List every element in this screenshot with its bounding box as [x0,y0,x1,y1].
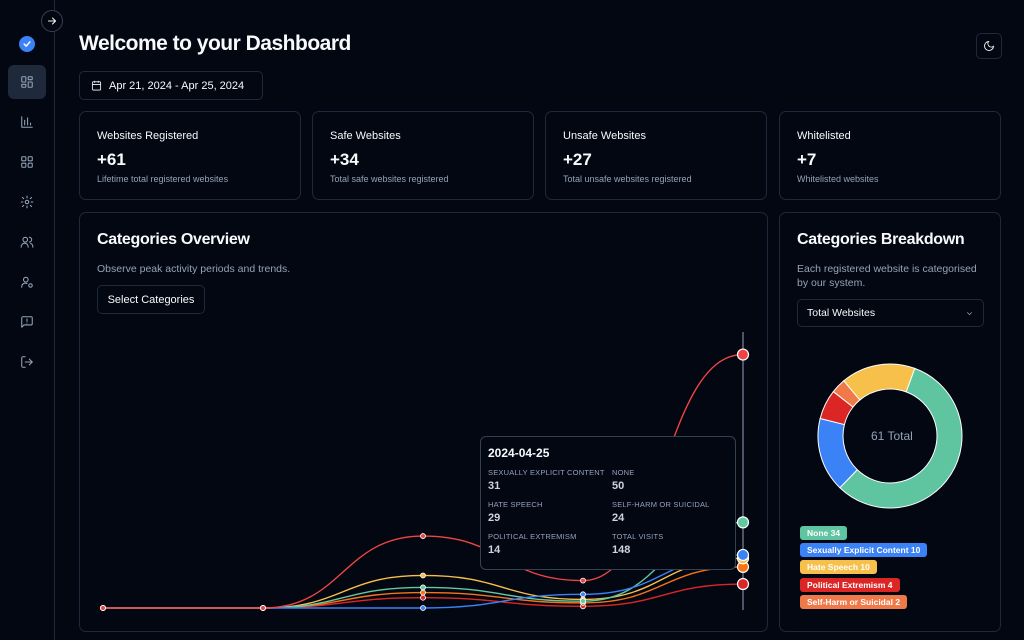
tooltip-item: TOTAL VISITS 148 [612,532,736,556]
data-point [420,605,426,611]
gear-icon [20,195,34,209]
legend-badge-sexually-explicit: Sexually Explicit Content 10 [800,543,928,557]
categories-overview-panel: Categories Overview Observe peak activit… [79,212,768,632]
overview-title: Categories Overview [97,231,250,248]
sidebar-item-analytics[interactable] [8,105,46,139]
sidebar-item-logout[interactable] [8,345,46,379]
calendar-icon [91,80,102,91]
data-point [580,577,586,584]
categories-breakdown-panel: Categories Breakdown Each registered web… [779,212,1001,632]
tooltip-key: HATE SPEECH [488,500,543,509]
dashboard-icon [21,76,33,88]
dropdown-value: Total Websites [807,307,876,319]
sidebar-item-users[interactable] [8,225,46,259]
sidebar-item-user-settings[interactable] [8,265,46,299]
stat-label: Unsafe Websites [563,130,646,142]
users-icon [20,236,34,248]
tooltip-item: NONE 50 [612,468,736,492]
tooltip-date: 2024-04-25 [488,446,550,460]
legend-badge-self-harm: Self-Harm or Suicidal 2 [800,595,908,609]
stat-value: +34 [330,150,359,169]
tooltip-item: HATE SPEECH 29 [488,500,612,524]
user-settings-icon [21,276,33,288]
data-point [420,584,426,591]
data-point [736,577,750,591]
data-point [580,591,586,598]
verified-logo-icon [19,36,35,52]
stat-value: +27 [563,150,592,169]
stat-card-unsafe: Unsafe Websites +27 Total unsafe website… [545,111,767,200]
sidebar-item-grid[interactable] [8,145,46,179]
theme-toggle-button[interactable] [976,33,1002,59]
tooltip-key: TOTAL VISITS [612,532,664,541]
data-point [100,605,106,611]
stat-label: Websites Registered [97,130,199,142]
date-range-picker[interactable]: Apr 21, 2024 - Apr 25, 2024 [79,71,263,100]
sidebar-item-settings[interactable] [8,185,46,219]
moon-icon [984,40,995,51]
message-icon [21,316,33,328]
legend-badge-none: None 34 [800,526,848,540]
tooltip-key: NONE [612,468,635,477]
chevron-down-icon [966,312,973,316]
data-point [420,594,426,601]
stat-card-registered: Websites Registered +61 Lifetime total r… [79,111,301,200]
stat-card-safe: Safe Websites +34 Total safe websites re… [312,111,534,200]
data-point [260,605,266,611]
data-point [736,348,750,361]
legend-badge-hate-speech: Hate Speech 10 [800,560,877,574]
tooltip-value: 31 [488,480,501,492]
breakdown-title: Categories Breakdown [797,231,965,248]
stat-subtext: Whitelisted websites [797,174,879,184]
tooltip-value: 148 [612,544,631,556]
data-point [420,533,426,539]
tooltip-value: 29 [488,512,501,524]
arrow-right-icon [48,17,56,25]
breakdown-metric-select[interactable]: Total Websites [797,299,984,327]
tooltip-value: 50 [612,480,625,492]
tooltip-key: POLITICAL EXTREMISM [488,532,577,541]
grid-icon [21,156,33,168]
chart-tooltip: 2024-04-25 SEXUALLY EXPLICIT CONTENT 31 N… [480,436,736,570]
bar-chart-icon [21,116,33,128]
data-point [736,548,750,562]
data-point [736,516,750,529]
tooltip-value: 24 [612,512,625,524]
stat-subtext: Total unsafe websites registered [563,174,692,184]
donut-slice [839,367,963,509]
donut-center-label: 61 Total [871,429,913,443]
breakdown-description: Each registered website is categorised b… [797,263,977,289]
data-point [420,572,426,579]
legend-badge-political-extremism: Political Extremism 4 [800,578,900,592]
tooltip-item: POLITICAL EXTREMISM 14 [488,532,612,556]
stat-label: Whitelisted [797,130,851,142]
sidebar-item-dashboard[interactable] [8,65,46,99]
tooltip-key: SELF-HARM OR SUICIDAL [612,500,710,509]
stat-subtext: Total safe websites registered [330,174,449,184]
stat-label: Safe Websites [330,130,401,142]
date-range-label: Apr 21, 2024 - Apr 25, 2024 [109,79,245,92]
stat-value: +61 [97,150,126,169]
tooltip-item: SEXUALLY EXPLICIT CONTENT 31 [488,468,612,492]
sidebar-item-messages[interactable] [8,305,46,339]
donut-slice [843,363,916,401]
sidebar [0,0,55,640]
data-point [580,598,586,605]
tooltip-key: SEXUALLY EXPLICIT CONTENT [488,468,605,477]
stat-value: +7 [797,150,817,169]
overview-description: Observe peak activity periods and trends… [97,263,291,275]
tooltip-item: SELF-HARM OR SUICIDAL 24 [612,500,736,524]
data-point [420,589,426,596]
tooltip-value: 14 [488,544,501,556]
stat-subtext: Lifetime total registered websites [97,174,229,184]
donut-chart[interactable] [780,353,1002,513]
expand-sidebar-button[interactable] [41,10,63,32]
stat-card-whitelisted: Whitelisted +7 Whitelisted websites [779,111,1001,200]
page-title: Welcome to your Dashboard [79,32,351,55]
select-categories-button[interactable]: Select Categories [97,285,205,314]
logout-icon [21,356,33,368]
